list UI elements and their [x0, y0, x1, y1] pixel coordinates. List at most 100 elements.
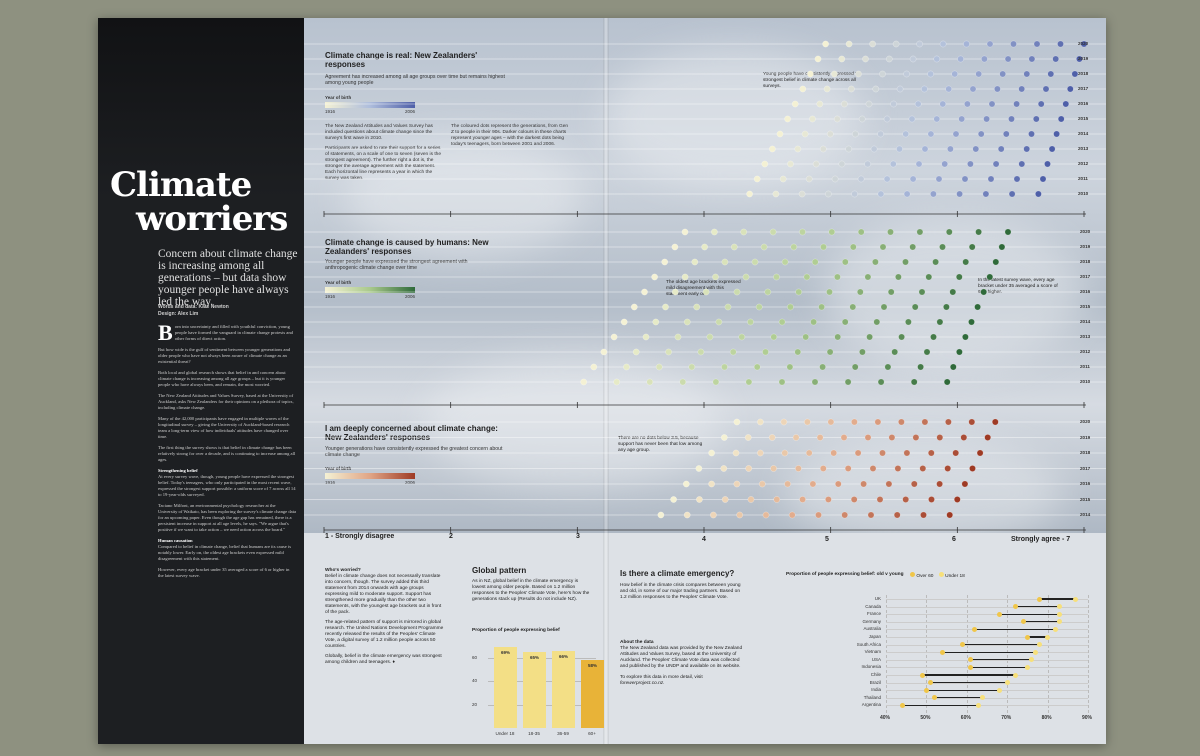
generation-dot	[655, 363, 663, 371]
generation-dot	[1037, 100, 1045, 108]
generation-dot	[661, 258, 669, 266]
db-dot-under18	[1053, 626, 1059, 632]
generation-dot	[630, 303, 638, 311]
db-dot-under18	[1012, 672, 1018, 678]
generation-dot	[986, 40, 994, 48]
generation-dot	[880, 303, 888, 311]
lower-panel	[304, 533, 1106, 744]
generation-dot	[814, 55, 822, 63]
gp-category-label: 60+	[588, 731, 596, 736]
generation-dot	[845, 40, 853, 48]
generation-dot	[820, 145, 827, 153]
db-connector	[926, 689, 1000, 691]
year-label: 2015	[1078, 116, 1089, 121]
db-country-label: Germany	[862, 618, 881, 624]
generation-dot	[721, 496, 729, 503]
generation-dot	[815, 511, 822, 519]
db-xtick: 60%	[960, 715, 971, 721]
generation-dot	[729, 348, 737, 356]
generation-dot	[946, 511, 954, 519]
generation-dot	[890, 100, 897, 108]
generation-dot	[1033, 40, 1041, 48]
generation-dot	[758, 480, 766, 488]
generation-dot	[911, 480, 918, 488]
generation-dot	[873, 318, 881, 326]
year-label: 2018	[1080, 450, 1091, 455]
generation-dot	[851, 363, 859, 371]
db-connector	[934, 697, 983, 699]
generation-dot	[894, 465, 902, 472]
db-row-line	[886, 621, 1088, 623]
generation-dot	[746, 190, 753, 198]
generation-dot	[866, 333, 873, 341]
section3-dek: Younger generations have consistently ex…	[325, 446, 503, 459]
db-dot-under18	[1028, 657, 1034, 663]
year-label: 2011	[1078, 176, 1088, 181]
db-connector	[902, 704, 979, 707]
generation-dot	[1003, 130, 1010, 138]
generation-dot	[1018, 160, 1026, 168]
generation-dot	[745, 465, 753, 472]
section1-colour-note: The coloured dots represent the generati…	[451, 124, 569, 147]
year-label: 2019	[1080, 244, 1091, 249]
generation-dot	[975, 70, 983, 78]
generation-dot	[864, 160, 871, 168]
generation-dot	[1028, 130, 1035, 138]
emergency-dek: How belief in the climate crisis compare…	[620, 583, 741, 600]
db-row-line	[886, 637, 1088, 638]
db-connector	[962, 643, 1040, 646]
db-dot-over60	[960, 642, 966, 648]
generation-dot	[736, 511, 744, 519]
generation-dot	[1013, 175, 1021, 183]
db-dot-over60	[919, 672, 925, 678]
axis-tick-7: Strongly agree - 7	[1011, 536, 1071, 543]
generation-dot	[1004, 228, 1012, 236]
db-dot-over60	[1037, 596, 1043, 602]
generation-dot	[893, 511, 901, 519]
generation-dot	[939, 40, 947, 48]
generation-dot	[852, 130, 859, 138]
generation-dot	[740, 228, 748, 236]
generation-dot	[997, 145, 1005, 153]
generation-dot	[905, 318, 912, 326]
generation-dot	[908, 115, 916, 123]
generation-dot	[697, 348, 705, 356]
generation-dot	[819, 363, 826, 371]
generation-dot	[1023, 145, 1031, 153]
year-label: 2010	[1080, 379, 1091, 384]
generation-dot	[956, 273, 963, 281]
generation-dot	[816, 100, 824, 108]
generation-dot	[623, 363, 630, 371]
generation-dot	[652, 318, 660, 326]
global-bar-chart: 20 40 60 69% Under 18 65% 18-35 66% 36-59 58% 60+	[472, 638, 604, 738]
db-dot-under18	[1073, 596, 1079, 602]
year-label: 2017	[1080, 274, 1091, 279]
generation-dot	[857, 228, 865, 236]
generation-dot	[961, 175, 969, 183]
generation-dot	[877, 130, 884, 138]
db-country-label: Vietnam	[864, 649, 881, 655]
generation-dot	[1057, 115, 1065, 123]
generation-dot	[830, 449, 838, 457]
year-label: 2020	[1078, 41, 1089, 46]
generation-dot	[757, 418, 764, 426]
generation-dot	[876, 496, 884, 503]
year-label: 2018	[1080, 259, 1091, 264]
generation-dot	[1004, 55, 1012, 63]
generation-dot	[720, 465, 728, 472]
year-label: 2016	[1080, 289, 1091, 294]
generation-dot	[936, 318, 944, 326]
generation-dot	[969, 85, 977, 93]
db-connector	[930, 681, 1008, 684]
db-row-line	[886, 606, 1088, 608]
generation-dot	[879, 70, 886, 78]
db-xtick: 40%	[880, 715, 891, 721]
generation-dot	[632, 348, 640, 356]
db-gridline	[926, 595, 928, 713]
generation-dot	[646, 378, 654, 386]
generation-dot	[787, 303, 794, 311]
generation-dot	[916, 228, 924, 236]
db-connector	[1015, 605, 1060, 608]
generation-dot	[805, 449, 813, 457]
generation-dot	[859, 348, 866, 356]
